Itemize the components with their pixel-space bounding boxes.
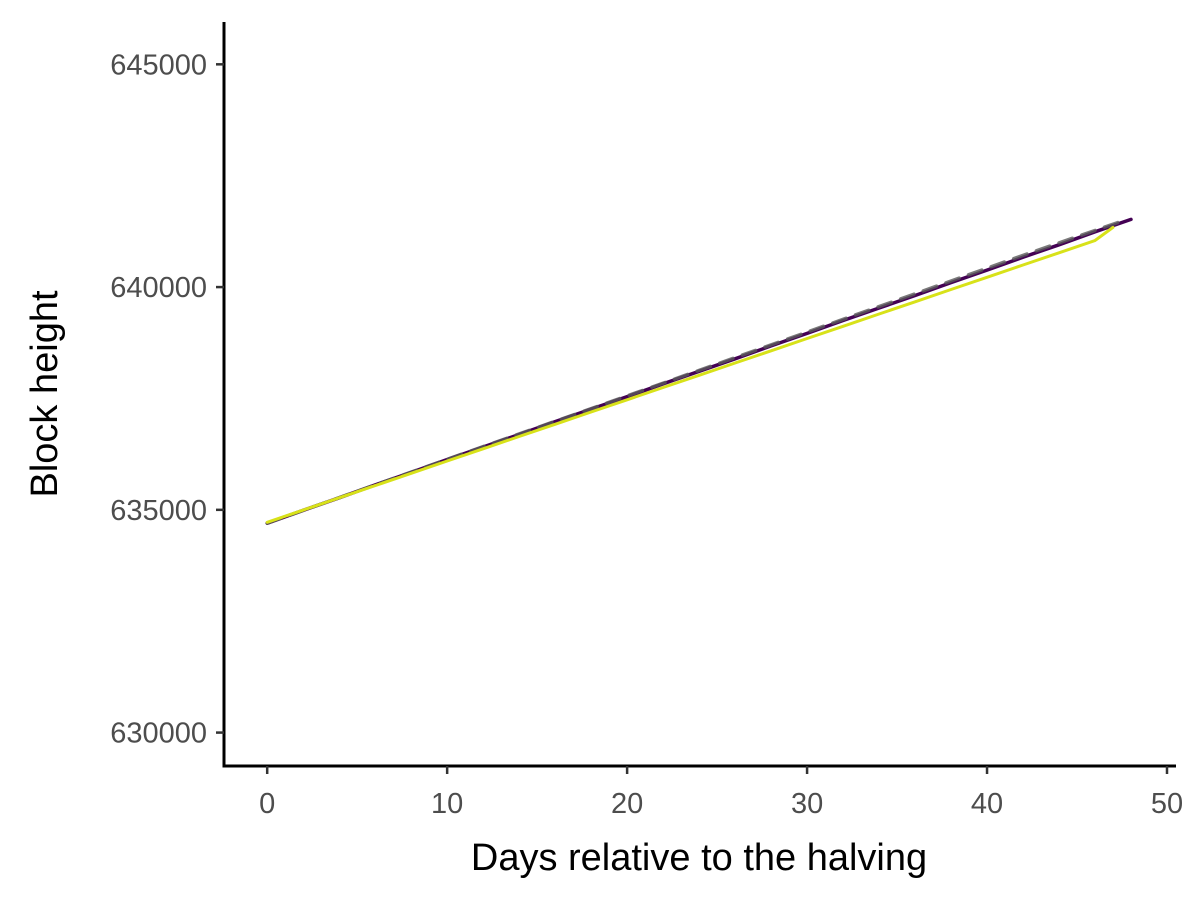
y-tick-label: 640000 xyxy=(110,272,207,304)
y-axis-title: Block height xyxy=(24,290,66,497)
y-tick-label: 635000 xyxy=(110,495,207,527)
x-axis-title: Days relative to the halving xyxy=(471,837,927,879)
x-axis-ticks: 0 10 20 30 40 50 xyxy=(259,766,1183,820)
x-tick-label: 20 xyxy=(611,788,643,820)
x-tick-label: 30 xyxy=(791,788,823,820)
y-axis-ticks: 630000 635000 640000 645000 xyxy=(110,49,224,750)
x-tick-label: 10 xyxy=(431,788,463,820)
y-tick-label: 630000 xyxy=(110,718,207,750)
series-layer xyxy=(265,217,1133,525)
y-tick-label: 645000 xyxy=(110,49,207,81)
x-tick-label: 0 xyxy=(259,788,275,820)
axis-layer xyxy=(222,22,1176,768)
x-tick-label: 40 xyxy=(971,788,1003,820)
series-line-3 xyxy=(265,225,1115,524)
x-tick-label: 50 xyxy=(1151,788,1183,820)
